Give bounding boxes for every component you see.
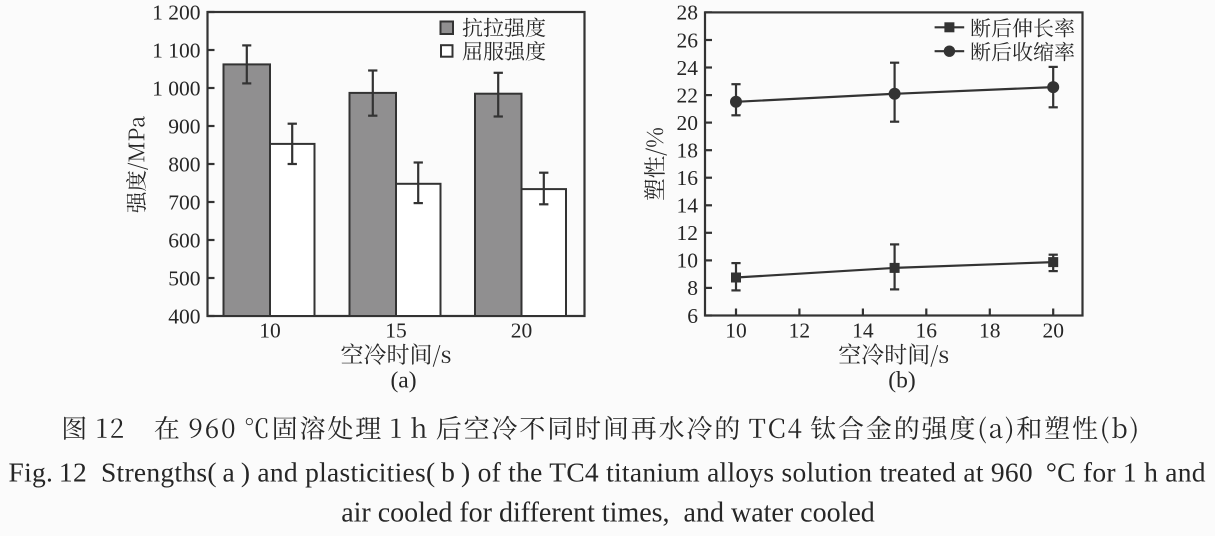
svg-text:10: 10 — [259, 319, 281, 343]
svg-text:600: 600 — [168, 228, 200, 252]
svg-text:400: 400 — [168, 304, 200, 328]
svg-text:6: 6 — [687, 304, 698, 328]
svg-text:20: 20 — [677, 111, 699, 135]
svg-text:16: 16 — [677, 166, 699, 190]
svg-text:700: 700 — [168, 190, 200, 214]
svg-text:900: 900 — [168, 114, 200, 138]
svg-text:500: 500 — [168, 266, 200, 290]
svg-text:16: 16 — [916, 319, 938, 343]
svg-text:10: 10 — [677, 249, 699, 273]
svg-text:18: 18 — [677, 139, 699, 163]
svg-text:22: 22 — [677, 83, 699, 107]
svg-text:1 200: 1 200 — [152, 0, 200, 24]
svg-text:1 000: 1 000 — [152, 76, 200, 100]
svg-text:air cooled for different times: air cooled for different times, and wate… — [341, 498, 875, 529]
svg-text:8: 8 — [687, 276, 698, 300]
svg-text:Fig. 12 Strengths( a ) and pla: Fig. 12 Strengths( a ) and plasticities(… — [9, 457, 1206, 488]
svg-text:26: 26 — [677, 28, 699, 52]
svg-text:24: 24 — [677, 56, 699, 80]
svg-text:(b): (b) — [888, 368, 915, 394]
svg-text:14: 14 — [677, 194, 699, 218]
svg-text:20: 20 — [1042, 319, 1064, 343]
svg-text:(a): (a) — [390, 368, 416, 394]
svg-text:28: 28 — [677, 1, 699, 25]
svg-text:800: 800 — [168, 152, 200, 176]
svg-text:10: 10 — [725, 319, 747, 343]
svg-text:12: 12 — [677, 221, 699, 245]
svg-text:12: 12 — [789, 319, 811, 343]
svg-text:20: 20 — [511, 319, 533, 343]
svg-text:18: 18 — [979, 319, 1001, 343]
svg-text:1 100: 1 100 — [152, 38, 200, 62]
svg-text:15: 15 — [385, 319, 407, 343]
svg-text:14: 14 — [852, 319, 874, 343]
